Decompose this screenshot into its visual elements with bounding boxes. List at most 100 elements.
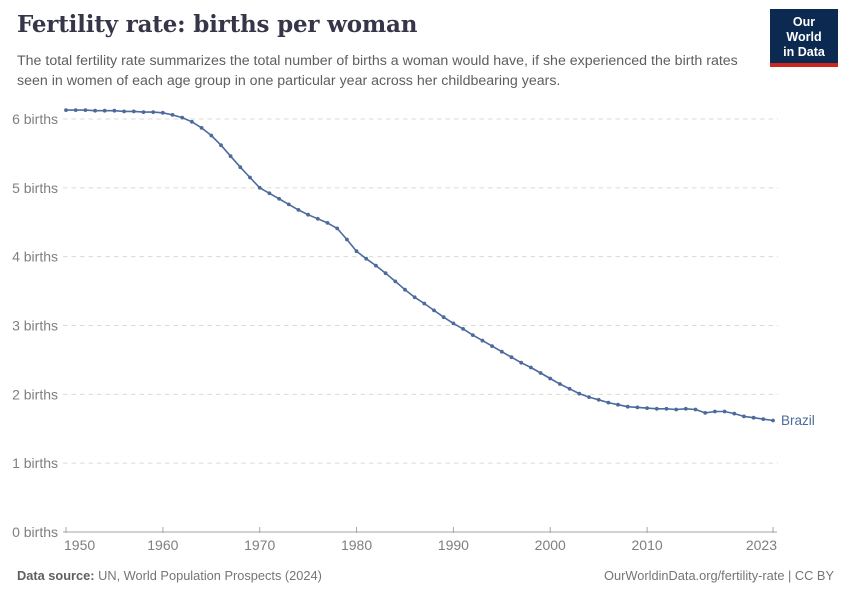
- data-point[interactable]: [277, 196, 281, 201]
- data-point[interactable]: [625, 404, 630, 409]
- data-point[interactable]: [451, 321, 456, 326]
- x-tick-label: 1950: [64, 537, 95, 553]
- data-point[interactable]: [306, 212, 310, 217]
- data-point[interactable]: [315, 216, 320, 221]
- data-point[interactable]: [742, 414, 746, 419]
- data-point[interactable]: [751, 415, 756, 420]
- data-point[interactable]: [64, 108, 68, 112]
- data-point[interactable]: [93, 108, 97, 113]
- x-tick-label: 2000: [535, 537, 566, 553]
- data-point[interactable]: [422, 301, 427, 306]
- data-point[interactable]: [683, 406, 688, 411]
- data-point[interactable]: [480, 338, 485, 343]
- data-point[interactable]: [180, 115, 185, 120]
- data-point[interactable]: [499, 349, 504, 354]
- data-point[interactable]: [490, 344, 494, 348]
- page-title: Fertility rate: births per woman: [17, 11, 418, 38]
- data-point[interactable]: [461, 327, 465, 331]
- y-tick-label: 0 births: [12, 524, 58, 540]
- data-point[interactable]: [335, 226, 340, 231]
- data-point[interactable]: [732, 411, 737, 416]
- footer-link[interactable]: OurWorldinData.org/fertility-rate | CC B…: [604, 568, 834, 583]
- data-point[interactable]: [102, 108, 107, 113]
- data-point[interactable]: [587, 395, 591, 399]
- x-tick-label: 1960: [147, 537, 178, 553]
- data-point[interactable]: [761, 417, 766, 421]
- data-point[interactable]: [160, 110, 165, 115]
- data-point[interactable]: [722, 409, 727, 414]
- data-point[interactable]: [441, 315, 446, 320]
- data-point[interactable]: [131, 109, 136, 114]
- data-point[interactable]: [354, 249, 359, 254]
- data-point[interactable]: [538, 371, 543, 375]
- data-point[interactable]: [606, 400, 611, 405]
- data-point[interactable]: [257, 185, 262, 190]
- data-point[interactable]: [170, 113, 175, 117]
- data-point[interactable]: [325, 221, 330, 225]
- data-point[interactable]: [73, 108, 78, 112]
- data-point[interactable]: [664, 406, 669, 411]
- data-point[interactable]: [286, 202, 291, 207]
- owid-logo-line2: in Data: [783, 44, 825, 59]
- data-point[interactable]: [248, 175, 252, 180]
- data-point[interactable]: [383, 271, 388, 276]
- data-point[interactable]: [654, 406, 659, 411]
- data-point[interactable]: [509, 355, 514, 360]
- data-point[interactable]: [296, 208, 301, 212]
- data-point[interactable]: [519, 360, 524, 365]
- data-point[interactable]: [83, 108, 88, 112]
- data-source-text: UN, World Population Prospects (2024): [94, 568, 322, 583]
- data-point[interactable]: [432, 308, 436, 313]
- data-point[interactable]: [403, 287, 407, 292]
- data-point[interactable]: [151, 110, 156, 114]
- series-line-brazil[interactable]: [66, 109, 774, 422]
- data-point[interactable]: [267, 191, 272, 196]
- data-point[interactable]: [577, 391, 582, 396]
- data-point[interactable]: [345, 237, 349, 242]
- data-source: Data source: UN, World Population Prospe…: [17, 568, 322, 583]
- data-point[interactable]: [199, 126, 204, 130]
- owid-logo[interactable]: Our World in Data: [770, 9, 838, 68]
- data-source-label: Data source:: [17, 568, 95, 583]
- data-point[interactable]: [703, 411, 708, 415]
- y-tick-label: 1 births: [12, 455, 58, 471]
- x-tick-label: 1970: [244, 537, 275, 553]
- data-point[interactable]: [209, 133, 214, 138]
- data-point[interactable]: [238, 165, 243, 170]
- y-tick-label: 6 births: [12, 111, 58, 127]
- data-point[interactable]: [771, 418, 775, 423]
- y-tick-label: 2 births: [12, 386, 58, 402]
- y-tick-label: 4 births: [12, 249, 58, 265]
- data-point[interactable]: [364, 256, 369, 261]
- data-point[interactable]: [112, 108, 117, 113]
- data-point[interactable]: [558, 382, 562, 386]
- data-point[interactable]: [693, 407, 698, 412]
- data-point[interactable]: [596, 397, 601, 402]
- data-point[interactable]: [219, 143, 223, 148]
- x-tick-label: 2010: [632, 537, 663, 553]
- data-point[interactable]: [412, 295, 417, 300]
- data-point[interactable]: [635, 405, 640, 410]
- data-point[interactable]: [228, 154, 233, 159]
- data-point[interactable]: [713, 409, 717, 414]
- data-point[interactable]: [141, 110, 146, 114]
- data-point[interactable]: [393, 279, 398, 284]
- entity-label-brazil[interactable]: Brazil: [781, 413, 815, 428]
- data-point[interactable]: [645, 406, 649, 410]
- y-tick-label: 3 births: [12, 318, 58, 334]
- data-point[interactable]: [674, 407, 679, 412]
- x-tick-label: 1980: [341, 537, 372, 553]
- data-point[interactable]: [616, 402, 620, 407]
- x-tick-label: 2023: [746, 537, 777, 553]
- chart-subtitle: The total fertility rate summarizes the …: [17, 53, 738, 90]
- owid-logo-line1: Our World: [786, 15, 822, 44]
- data-point[interactable]: [548, 376, 553, 381]
- data-point[interactable]: [374, 263, 378, 268]
- data-point[interactable]: [470, 333, 475, 337]
- data-point[interactable]: [190, 119, 194, 124]
- data-point[interactable]: [122, 109, 126, 114]
- data-point[interactable]: [529, 365, 533, 370]
- data-point[interactable]: [567, 386, 572, 391]
